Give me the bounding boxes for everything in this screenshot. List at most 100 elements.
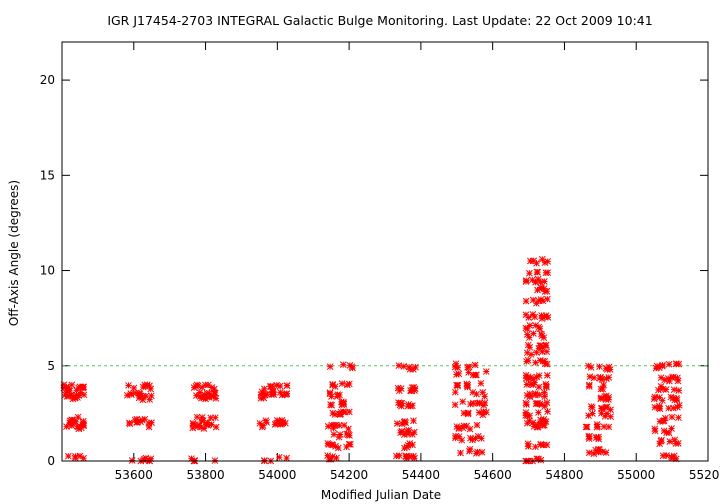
data-point bbox=[474, 432, 482, 440]
data-point bbox=[541, 402, 549, 410]
data-point bbox=[523, 325, 531, 333]
data-point bbox=[535, 372, 543, 379]
data-point bbox=[656, 394, 663, 401]
data-point bbox=[276, 389, 284, 396]
data-point bbox=[537, 296, 545, 303]
data-point bbox=[330, 431, 338, 438]
data-point bbox=[531, 391, 539, 399]
data-point bbox=[464, 410, 472, 418]
data-point bbox=[201, 391, 209, 398]
data-point bbox=[605, 374, 613, 381]
x-tick-label: 55200 bbox=[689, 468, 720, 482]
data-point bbox=[596, 363, 603, 371]
x-tick-label: 54200 bbox=[330, 468, 368, 482]
data-point bbox=[538, 332, 546, 340]
data-point bbox=[544, 408, 551, 415]
data-point bbox=[674, 403, 681, 411]
data-point bbox=[72, 452, 79, 460]
data-point bbox=[407, 387, 414, 394]
data-point bbox=[587, 403, 595, 410]
data-point bbox=[583, 423, 591, 431]
data-point bbox=[532, 359, 539, 366]
data-point bbox=[523, 349, 531, 357]
data-point bbox=[212, 414, 219, 422]
data-point bbox=[534, 286, 541, 294]
data-point bbox=[541, 278, 548, 285]
data-point bbox=[666, 438, 674, 445]
y-tick-label: 5 bbox=[47, 359, 55, 373]
data-point bbox=[130, 384, 138, 392]
data-point bbox=[283, 390, 291, 397]
data-point bbox=[522, 409, 530, 416]
data-point bbox=[331, 411, 339, 418]
data-point bbox=[592, 434, 600, 442]
data-point bbox=[395, 362, 403, 369]
data-point bbox=[651, 427, 659, 435]
data-point bbox=[396, 452, 403, 460]
data-point bbox=[401, 417, 409, 425]
data-point bbox=[605, 396, 612, 403]
data-point bbox=[672, 360, 680, 368]
data-point bbox=[543, 287, 551, 295]
data-point bbox=[346, 380, 353, 388]
data-point bbox=[126, 420, 134, 428]
data-point bbox=[523, 391, 531, 399]
data-point bbox=[411, 454, 418, 462]
data-point bbox=[345, 440, 353, 448]
data-point bbox=[671, 436, 679, 444]
data-point bbox=[452, 432, 459, 440]
data-point bbox=[536, 325, 544, 333]
data-point bbox=[477, 379, 485, 387]
data-point bbox=[669, 404, 677, 412]
data-point bbox=[141, 381, 149, 389]
data-point bbox=[459, 398, 467, 406]
data-point bbox=[459, 424, 467, 432]
data-point bbox=[543, 348, 551, 356]
data-point bbox=[532, 443, 539, 451]
data-point bbox=[522, 297, 530, 305]
data-point bbox=[544, 258, 552, 265]
data-point bbox=[668, 413, 676, 421]
data-point bbox=[326, 363, 334, 371]
data-point bbox=[600, 423, 608, 431]
data-point bbox=[524, 341, 532, 349]
data-point bbox=[584, 362, 592, 370]
data-point bbox=[324, 422, 332, 430]
data-point bbox=[392, 452, 400, 460]
data-point bbox=[464, 363, 471, 371]
data-point bbox=[655, 386, 662, 394]
data-point bbox=[349, 364, 356, 372]
data-point bbox=[466, 447, 473, 455]
data-point bbox=[476, 400, 483, 407]
data-point bbox=[336, 431, 344, 438]
data-point bbox=[326, 389, 334, 397]
data-point bbox=[522, 371, 530, 379]
data-point bbox=[410, 417, 417, 425]
data-point bbox=[401, 444, 408, 452]
data-point bbox=[542, 342, 549, 349]
data-point bbox=[467, 400, 474, 408]
data-point bbox=[407, 402, 415, 410]
y-tick-label: 0 bbox=[47, 454, 55, 468]
data-point bbox=[522, 311, 530, 319]
data-point bbox=[659, 417, 667, 425]
y-axis-ticks: 0 5 10 15 20 bbox=[40, 73, 708, 468]
x-axis-ticks: 53600 53800 54000 54200 54400 54600 54800 55000… bbox=[115, 42, 720, 482]
data-point bbox=[465, 369, 472, 376]
data-point bbox=[260, 385, 268, 393]
data-point bbox=[205, 381, 212, 389]
data-point bbox=[263, 418, 270, 426]
data-point bbox=[533, 268, 541, 276]
data-point bbox=[279, 419, 286, 427]
data-point bbox=[123, 391, 131, 399]
data-point bbox=[544, 269, 552, 277]
data-point bbox=[404, 442, 412, 449]
y-tick-label: 15 bbox=[40, 168, 55, 182]
data-point bbox=[256, 419, 264, 427]
data-point bbox=[589, 410, 596, 417]
data-point bbox=[675, 387, 683, 394]
data-point bbox=[212, 423, 220, 431]
data-point bbox=[673, 394, 680, 402]
data-point bbox=[655, 364, 663, 371]
data-point bbox=[586, 373, 594, 381]
